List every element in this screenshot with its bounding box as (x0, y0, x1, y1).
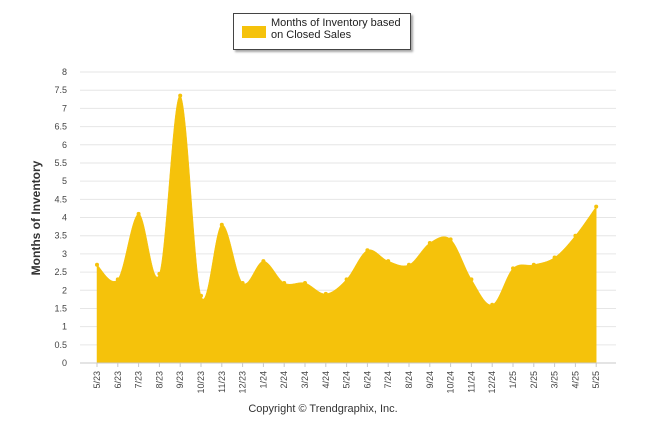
data-point-5/23 (95, 262, 99, 267)
data-point-7/23 (136, 211, 141, 216)
data-point-11/23 (219, 222, 224, 227)
x-tick-label: 5/25 (591, 371, 601, 389)
data-points (95, 93, 599, 307)
legend-label: Months of Inventory based on Closed Sale… (271, 17, 401, 41)
data-point-6/24 (365, 248, 370, 253)
data-point-6/23 (115, 277, 120, 282)
x-tick-label: 9/24 (425, 371, 435, 389)
data-point-9/23 (178, 93, 183, 98)
x-tick-label: 9/23 (175, 371, 185, 389)
x-tick-label: 1/24 (258, 371, 268, 389)
y-tick-label: 5 (62, 176, 67, 186)
legend: Months of Inventory based on Closed Sale… (233, 13, 411, 50)
x-tick-label: 5/23 (92, 371, 102, 389)
x-tick-label: 6/23 (113, 371, 123, 389)
data-point-8/24 (407, 262, 411, 267)
y-tick-label: 6 (62, 140, 67, 150)
data-point-3/25 (552, 255, 557, 260)
data-point-9/24 (427, 240, 432, 245)
data-point-10/23 (199, 293, 203, 298)
x-tick-label: 8/23 (154, 371, 164, 389)
y-tick-label: 7.5 (54, 85, 67, 95)
y-tick-label: 1 (62, 322, 67, 332)
y-tick-label: 4 (62, 213, 67, 223)
data-point-12/24 (490, 302, 495, 307)
x-tick-label: 3/24 (300, 371, 310, 389)
data-point-11/24 (469, 277, 474, 282)
y-tick-label: 2.5 (54, 267, 67, 277)
x-tick-label: 2/25 (529, 371, 539, 389)
x-tick-label: 10/24 (446, 371, 456, 394)
y-tick-label: 0 (62, 358, 67, 368)
data-point-5/25 (594, 204, 599, 209)
x-tick-label: 6/24 (362, 371, 372, 389)
y-axis-label: Months of Inventory (29, 160, 43, 276)
y-tick-label: 8 (62, 67, 67, 77)
x-tick-label: 12/23 (238, 371, 248, 394)
data-point-4/24 (323, 291, 328, 296)
data-point-5/24 (344, 277, 349, 282)
data-point-7/24 (386, 259, 391, 264)
x-tick-label: 4/25 (570, 371, 580, 389)
data-point-8/23 (157, 271, 162, 276)
y-tick-label: 6.5 (54, 122, 67, 132)
series-area (96, 95, 597, 364)
y-tick-label: 4.5 (54, 194, 67, 204)
data-point-4/25 (573, 233, 578, 238)
data-point-12/23 (240, 280, 245, 285)
x-tick-label: 7/24 (383, 371, 393, 389)
data-point-2/25 (531, 262, 536, 267)
x-tick-label: 10/23 (196, 371, 206, 394)
y-tick-label: 3 (62, 249, 67, 259)
data-point-1/24 (261, 259, 266, 264)
x-tick-label: 7/23 (134, 371, 144, 389)
y-tick-label: 2 (62, 285, 67, 295)
x-tick-label: 5/24 (342, 371, 352, 389)
x-tick-label: 2/24 (279, 371, 289, 389)
x-tick-labels: 5/23 6/23 7/23 8/23 9/23 10/23 11/23 12/23 1/24 2… (92, 363, 601, 394)
data-point-1/25 (511, 266, 515, 271)
y-tick-label: 1.5 (54, 303, 67, 313)
y-tick-label: 7 (62, 103, 67, 113)
data-point-3/24 (303, 280, 307, 285)
data-point-10/24 (448, 237, 453, 242)
x-tick-label: 11/24 (466, 371, 476, 393)
x-tick-label: 11/23 (217, 371, 227, 393)
x-tick-label: 8/24 (404, 371, 414, 389)
data-point-2/24 (282, 280, 287, 285)
y-tick-label: 5.5 (54, 158, 67, 168)
x-tick-label: 4/24 (321, 371, 331, 389)
y-tick-label: 3.5 (54, 231, 67, 241)
x-tick-label: 12/24 (487, 371, 497, 394)
y-tick-label: 0.5 (54, 340, 67, 350)
legend-swatch (242, 26, 266, 38)
x-tick-label: 3/25 (550, 371, 560, 389)
copyright-footer: Copyright © Trendgraphix, Inc. (248, 403, 398, 415)
x-tick-label: 1/25 (508, 371, 518, 389)
y-tick-labels: 0 0.5 1 1.5 2 2.5 3 3.5 4 4.5 5 5.5 6 6.5 7 7.5 8 (54, 67, 67, 368)
